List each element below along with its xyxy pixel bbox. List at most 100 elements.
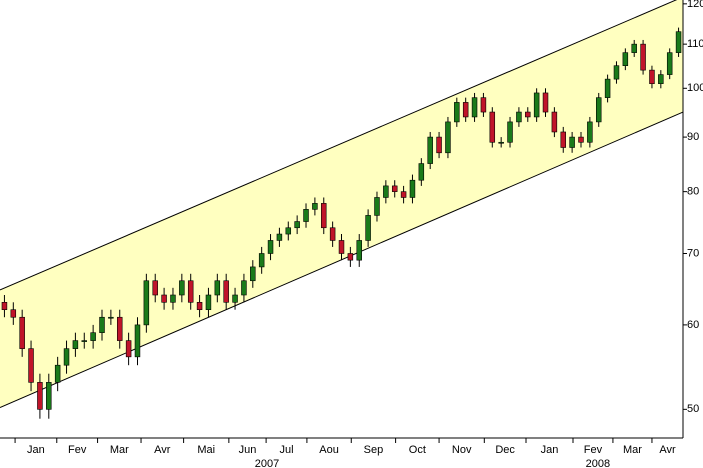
- candle-body: [10, 309, 17, 318]
- x-tick-label: Nov: [452, 444, 472, 456]
- candle-body: [99, 316, 105, 333]
- candle-body: [321, 203, 327, 229]
- candle-body: [108, 316, 114, 319]
- candle-body: [595, 97, 602, 123]
- candle-body: [356, 240, 362, 261]
- candle-body: [649, 69, 655, 84]
- candle-body: [72, 340, 79, 349]
- candle-body: [303, 209, 309, 222]
- y-tick-label: 70: [687, 247, 699, 259]
- candle-body: [374, 197, 380, 216]
- candle-body: [418, 163, 425, 181]
- candle-body: [489, 111, 496, 143]
- x-tick-label: Fev: [68, 444, 87, 456]
- candle-body: [46, 382, 52, 410]
- candle-body: [285, 227, 292, 235]
- candle-body: [143, 280, 150, 326]
- candle-body: [436, 136, 442, 154]
- candle-body: [622, 52, 629, 66]
- y-tick-label: 110: [687, 38, 703, 50]
- candle-body: [19, 316, 25, 349]
- y-tick-label: 50: [687, 403, 699, 415]
- candle-body: [250, 266, 256, 282]
- candle-body: [409, 179, 416, 198]
- candle-body: [427, 136, 433, 164]
- candle-body: [542, 92, 549, 113]
- candle-body: [1, 301, 8, 311]
- x-tick-label: Sep: [364, 444, 384, 456]
- candle-body: [214, 280, 221, 296]
- candle-body: [462, 102, 469, 118]
- x-tick-label: Oct: [409, 444, 426, 456]
- x-tick-label: Mar: [110, 444, 129, 456]
- candle-body: [81, 340, 88, 342]
- candle-body: [533, 92, 540, 118]
- candle-body: [187, 280, 194, 303]
- candle-body: [205, 294, 212, 311]
- candle-body: [170, 294, 176, 303]
- x-tick-label: Jun: [239, 444, 257, 456]
- candle-body: [232, 294, 238, 303]
- candle-body: [631, 43, 637, 53]
- candle-body: [37, 382, 43, 410]
- candle-body: [134, 324, 141, 358]
- candle-body: [675, 31, 682, 53]
- candle-body: [569, 136, 575, 148]
- candle-body: [329, 227, 336, 241]
- y-tick-label: 100: [687, 82, 703, 94]
- candle-body: [365, 215, 371, 241]
- candle-body: [125, 340, 132, 358]
- candle-body: [578, 136, 584, 143]
- y-tick-label: 80: [687, 186, 699, 198]
- candle-body: [54, 364, 61, 383]
- candle-body: [587, 121, 593, 143]
- candle-body: [471, 97, 478, 118]
- candle-body: [445, 121, 451, 154]
- candle-body: [658, 74, 664, 84]
- x-tick-label: Jul: [279, 444, 293, 456]
- year-label: 2007: [255, 458, 279, 468]
- x-tick-label: Avr: [154, 444, 171, 456]
- x-tick-label: Mar: [623, 444, 642, 456]
- candle-body: [28, 348, 34, 383]
- candle-body: [391, 185, 398, 192]
- candle-body: [400, 191, 407, 198]
- candle-body: [223, 280, 229, 303]
- y-tick-label: 90: [687, 131, 699, 143]
- x-tick-label: Mai: [197, 444, 215, 456]
- candle-body: [604, 78, 611, 98]
- candle-body: [498, 141, 504, 144]
- candle-body: [179, 280, 185, 296]
- candle-body: [454, 102, 460, 123]
- channel-line: [0, 0, 678, 291]
- candle-body: [258, 253, 265, 268]
- candle-body: [383, 185, 389, 198]
- candle-body: [640, 43, 646, 71]
- candle-body: [63, 348, 70, 366]
- year-label: 2008: [586, 458, 610, 468]
- candle-body: [525, 111, 531, 118]
- x-tick-label: Jan: [541, 444, 559, 456]
- candle-body: [516, 111, 522, 123]
- candle-body: [90, 332, 96, 341]
- candle-body: [294, 221, 300, 229]
- candle-body: [117, 316, 123, 341]
- candle-body: [507, 121, 513, 143]
- candle-body: [276, 233, 283, 241]
- y-tick-label: 120: [687, 0, 703, 10]
- x-tick-label: Avr: [659, 444, 676, 456]
- x-tick-label: Aou: [319, 444, 339, 456]
- candle-body: [152, 280, 158, 296]
- y-tick-label: 60: [687, 319, 699, 331]
- channel-band: [0, 0, 683, 408]
- candle-body: [338, 240, 345, 254]
- candle-body: [613, 65, 620, 80]
- candle-body: [241, 280, 247, 296]
- candle-body: [551, 111, 558, 133]
- candle-body: [161, 294, 167, 303]
- x-tick-label: Fev: [584, 444, 603, 456]
- x-tick-label: Jan: [27, 444, 45, 456]
- candle-body: [267, 240, 274, 254]
- candle-body: [666, 52, 673, 75]
